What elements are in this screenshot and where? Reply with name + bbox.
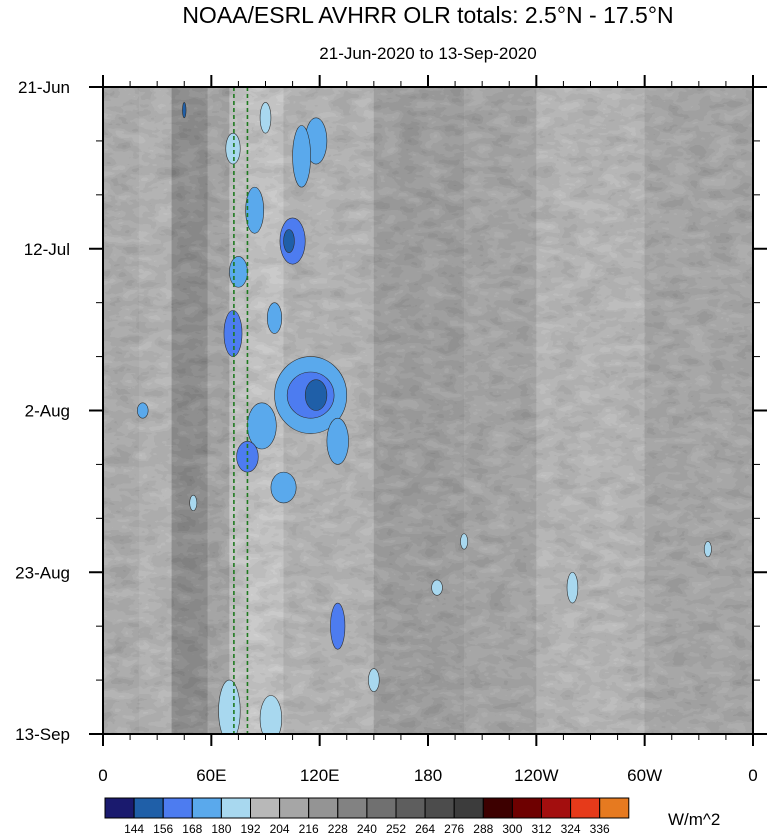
convection-blob [460, 533, 469, 550]
colorbar-swatch [337, 797, 368, 819]
colorbar-swatch [541, 797, 572, 819]
colorbar-level-label: 156 [153, 822, 173, 835]
colorbar-level-label: 204 [270, 822, 290, 835]
colorbar-level-label: 168 [182, 822, 202, 835]
convection-blob [259, 695, 283, 734]
y-tick-label: 21-Jun [18, 78, 70, 97]
x-tick-label: 180 [414, 766, 442, 785]
colorbar-level-label: 240 [357, 822, 377, 835]
x-tick-label: 0 [748, 766, 757, 785]
convection-blob [245, 186, 264, 234]
colorbar-swatch [482, 797, 513, 819]
colorbar-level-label: 228 [328, 822, 348, 835]
convection-blob [218, 679, 241, 734]
convection-blob [292, 125, 311, 188]
chart-subtitle: 21-Jun-2020 to 13-Sep-2020 [319, 44, 536, 63]
convection-blob [225, 132, 241, 165]
x-tick-label: 120E [300, 766, 340, 785]
colorbar-level-label: 324 [561, 822, 581, 835]
colorbar-swatch [279, 797, 310, 819]
convection-blob [703, 541, 712, 558]
convection-blob [223, 310, 243, 357]
colorbar-level-label: 192 [240, 822, 260, 835]
colorbar-level-label: 300 [502, 822, 522, 835]
colorbar-level-label: 312 [531, 822, 551, 835]
colorbar-swatch [133, 797, 164, 819]
colorbar-swatch [599, 797, 630, 819]
colorbar-swatch [250, 797, 281, 819]
colorbar-level-label: 252 [386, 822, 406, 835]
x-tick-label: 60E [196, 766, 226, 785]
convection-blob [270, 471, 297, 504]
convection-blob [189, 494, 198, 511]
convection-blob [137, 402, 149, 419]
field-texture [103, 87, 753, 734]
convection-blob [259, 102, 272, 134]
convection-blob [182, 102, 187, 119]
convection-blob [431, 579, 443, 596]
colorbar-swatch [162, 797, 193, 819]
colorbar-swatch [104, 797, 135, 819]
convection-blob [247, 402, 277, 450]
colorbar-swatch [511, 797, 543, 819]
colorbar-swatch [366, 797, 397, 819]
colorbar-level-label: 180 [211, 822, 231, 835]
chart-title: NOAA/ESRL AVHRR OLR totals: 2.5°N - 17.5… [182, 2, 673, 28]
convection-blob [304, 379, 328, 411]
colorbar-level-label: 144 [124, 822, 144, 835]
x-tick-label: 60W [627, 766, 662, 785]
convection-blob [267, 302, 283, 334]
x-tick-label: 120W [514, 766, 558, 785]
colorbar-swatch [395, 797, 426, 819]
x-tick-label: 0 [98, 766, 107, 785]
colorbar-level-label: 288 [473, 822, 493, 835]
y-tick-label: 12-Jul [24, 240, 70, 259]
colorbar-level-label: 216 [299, 822, 319, 835]
colorbar-swatch [191, 797, 222, 819]
colorbar-swatch [453, 797, 484, 819]
y-tick-label: 2-Aug [25, 402, 70, 421]
convection-blob [283, 229, 295, 253]
plot-area [103, 87, 753, 734]
colorbar-level-label: 276 [444, 822, 464, 835]
colorbar-level-label: 336 [590, 822, 610, 835]
colorbar-swatch [308, 797, 339, 819]
convection-blob [566, 571, 579, 604]
convection-blob [229, 256, 248, 288]
convection-blob [368, 668, 380, 692]
y-tick-label: 13-Sep [15, 725, 70, 744]
colorbar-swatch [220, 797, 251, 819]
y-tick-label: 23-Aug [15, 563, 70, 582]
convection-blob [330, 602, 346, 650]
colorbar-level-label: 264 [415, 822, 435, 835]
colorbar-unit-label: W/m^2 [668, 810, 720, 829]
convection-blob [326, 417, 349, 465]
colorbar-swatch [424, 797, 455, 819]
colorbar-swatch [570, 797, 601, 819]
